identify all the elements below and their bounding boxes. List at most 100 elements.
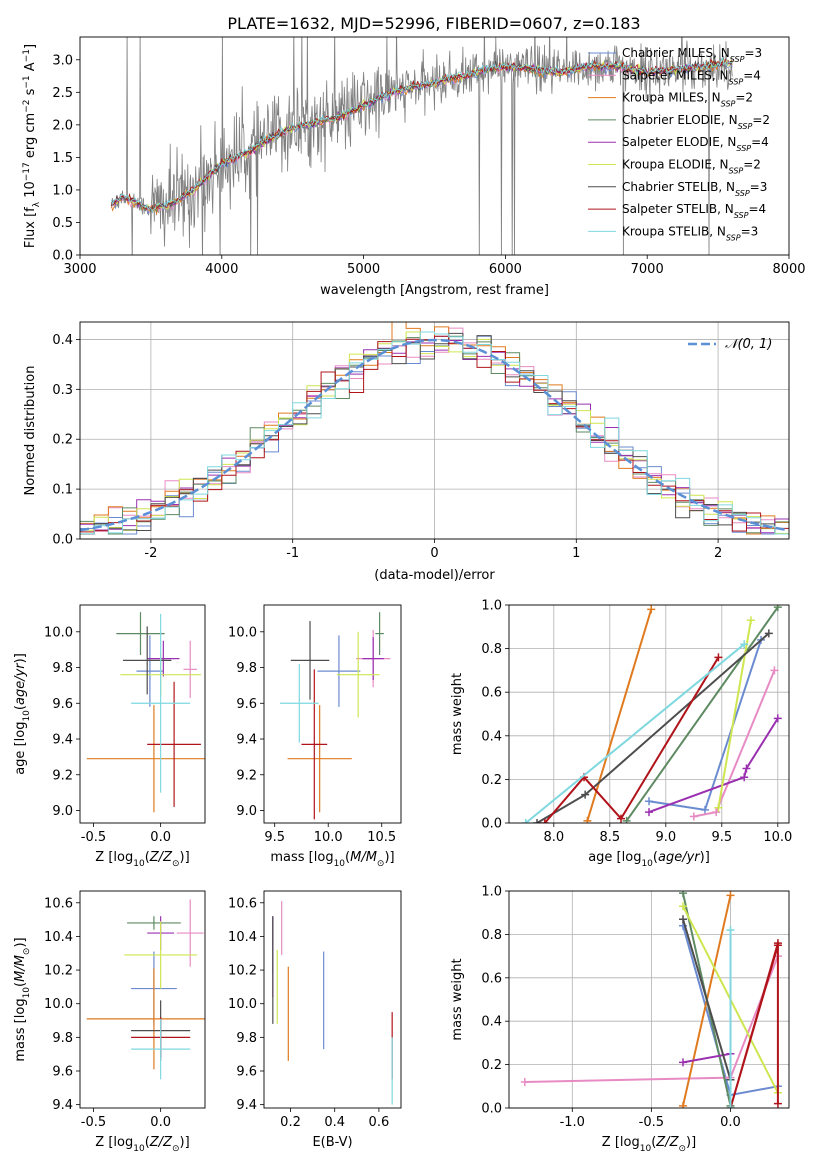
errorbar-point <box>86 968 205 1070</box>
plus-marker <box>533 819 541 823</box>
y-tick-label: 9.4 <box>52 733 73 748</box>
legend-entry: Chabrier MILES, NSSP=3 <box>622 46 762 64</box>
y-tick-label: 9.4 <box>236 733 257 748</box>
plus-marker <box>740 773 749 782</box>
y-tick-label: 9.2 <box>52 768 73 783</box>
y-tick-label: 0.0 <box>52 249 73 264</box>
model-spectrum-6 <box>110 59 733 214</box>
y-tick-label: 9.0 <box>236 804 257 819</box>
y-tick-label: 0.0 <box>481 1102 502 1117</box>
y-tick-label: 1.5 <box>52 151 73 166</box>
mass_weight_vs_Z-panel: -1.0 -0.5 0.0 0.0 0.2 0.4 0.6 0.8 1.0 Z [log10(Z/… <box>450 885 790 1154</box>
plus-marker <box>540 819 549 823</box>
errorbar-point <box>317 635 361 707</box>
residuals-panel: -2 -1 0 1 2 0.0 0.1 0.2 0.3 0.4 (data-model)/error… <box>23 321 790 583</box>
plus-marker <box>679 1058 688 1067</box>
mass-weight-line <box>625 606 779 822</box>
x-tick-label: -1.0 <box>560 1115 585 1130</box>
y-tick-label: 9.6 <box>236 1064 257 1079</box>
plus-marker <box>714 653 723 662</box>
plus-marker <box>617 814 625 823</box>
mass-weight-line <box>717 620 752 808</box>
axes-frame <box>79 604 206 824</box>
mass_vs_Z-panel: -0.5 0.0 9.4 9.6 9.8 10.0 10.2 10.4 10.6 Z [log10… <box>13 890 206 1154</box>
spectrum-legend: Chabrier MILES, NSSP=3 Salpeter MILES, NS… <box>588 46 770 242</box>
errorbar-point <box>86 705 205 813</box>
y-tick-label: 0.5 <box>52 216 73 231</box>
observed-spectrum <box>110 37 733 255</box>
y-tick-label: 9.6 <box>236 697 257 712</box>
y-tick-label: 9.4 <box>236 1098 257 1113</box>
gaussian-curve <box>80 338 789 532</box>
mass-weight-line <box>729 942 779 1108</box>
age_vs_mass-plot-area <box>280 612 391 820</box>
axes-frame <box>79 890 206 1109</box>
legend-entry: Salpeter STELIB, NSSP=4 <box>622 202 766 220</box>
y-axis-label: age [log10(age/yr)] <box>13 653 32 775</box>
x-tick-label: -1 <box>286 546 299 561</box>
axes-frame <box>79 36 790 256</box>
legend-entry: Salpeter ELODIE, NSSP=4 <box>622 135 769 153</box>
plus-marker <box>773 714 782 723</box>
y-tick-label: 0.2 <box>52 433 73 448</box>
axes-frame <box>508 890 790 1109</box>
y-axis-label: mass weight <box>450 958 465 1040</box>
y-tick-label: 1.0 <box>52 183 73 198</box>
x-tick-label: 8000 <box>772 262 805 277</box>
x-tick-label: 3000 <box>63 262 96 277</box>
errorbar-point <box>123 626 172 695</box>
y-tick-label: 10.2 <box>228 964 257 979</box>
y-tick-label: 10.0 <box>44 625 73 640</box>
y-tick-label: 0.4 <box>481 729 502 744</box>
x-tick-label: 6000 <box>489 262 522 277</box>
plus-marker <box>701 805 709 814</box>
y-tick-label: 9.4 <box>52 1098 73 1113</box>
plus-marker <box>647 605 656 614</box>
y-tick-label: 1.0 <box>481 885 502 900</box>
spectrum-plot-area <box>110 37 733 255</box>
age_vs_Z-plot-area <box>86 612 205 813</box>
y-tick-label: 10.0 <box>44 997 73 1012</box>
plus-marker <box>622 816 631 823</box>
x-tick-label: 9.5 <box>264 830 285 845</box>
legend-entry: Salpeter MILES, NSSP=4 <box>622 68 761 86</box>
y-tick-label: 10.0 <box>228 997 257 1012</box>
plus-marker <box>581 790 590 799</box>
y-tick-label: 0.3 <box>52 383 73 398</box>
y-tick-label: 0.4 <box>481 1015 502 1030</box>
x-tick-label: 10.5 <box>367 830 396 845</box>
mass-weight-line <box>536 632 770 823</box>
mass-weight-line <box>544 656 720 823</box>
axes-frame <box>79 321 790 540</box>
x-tick-label: 0.0 <box>150 1115 171 1130</box>
y-tick-label: 9.6 <box>52 697 73 712</box>
y-tick-label: 0.0 <box>481 817 502 832</box>
x-tick-label: 10.0 <box>314 830 343 845</box>
x-tick-label: 1 <box>572 546 580 561</box>
plus-marker <box>742 764 751 773</box>
plus-marker <box>679 1101 688 1108</box>
mass_vs_ebv-plot-area <box>272 901 393 1105</box>
errorbar-point <box>176 899 204 967</box>
plus-marker <box>726 891 735 900</box>
plus-marker <box>726 1104 735 1108</box>
y-tick-label: 9.0 <box>52 804 73 819</box>
x-tick-label: 10.0 <box>763 830 792 845</box>
plus-marker <box>746 616 755 625</box>
legend-entry: Kroupa STELIB, NSSP=3 <box>622 224 758 242</box>
x-tick-label: 0.2 <box>280 1115 301 1130</box>
x-tick-label: -0.5 <box>81 830 106 845</box>
y-tick-label: 10.0 <box>228 625 257 640</box>
y-axis-label: Normed distribution <box>23 366 38 496</box>
plus-marker <box>645 808 653 817</box>
mass-weight-line <box>682 918 732 1081</box>
x-axis-label: Z [log10(Z/Z⊙)] <box>95 1135 189 1154</box>
plus-marker <box>712 808 721 817</box>
plus-marker <box>764 629 773 638</box>
x-tick-label: -2 <box>144 546 157 561</box>
x-axis-label: E(B-V) <box>312 1135 352 1150</box>
x-tick-label: 2 <box>714 546 722 561</box>
errorbar-point <box>362 637 384 681</box>
y-tick-label: 9.6 <box>52 1064 73 1079</box>
